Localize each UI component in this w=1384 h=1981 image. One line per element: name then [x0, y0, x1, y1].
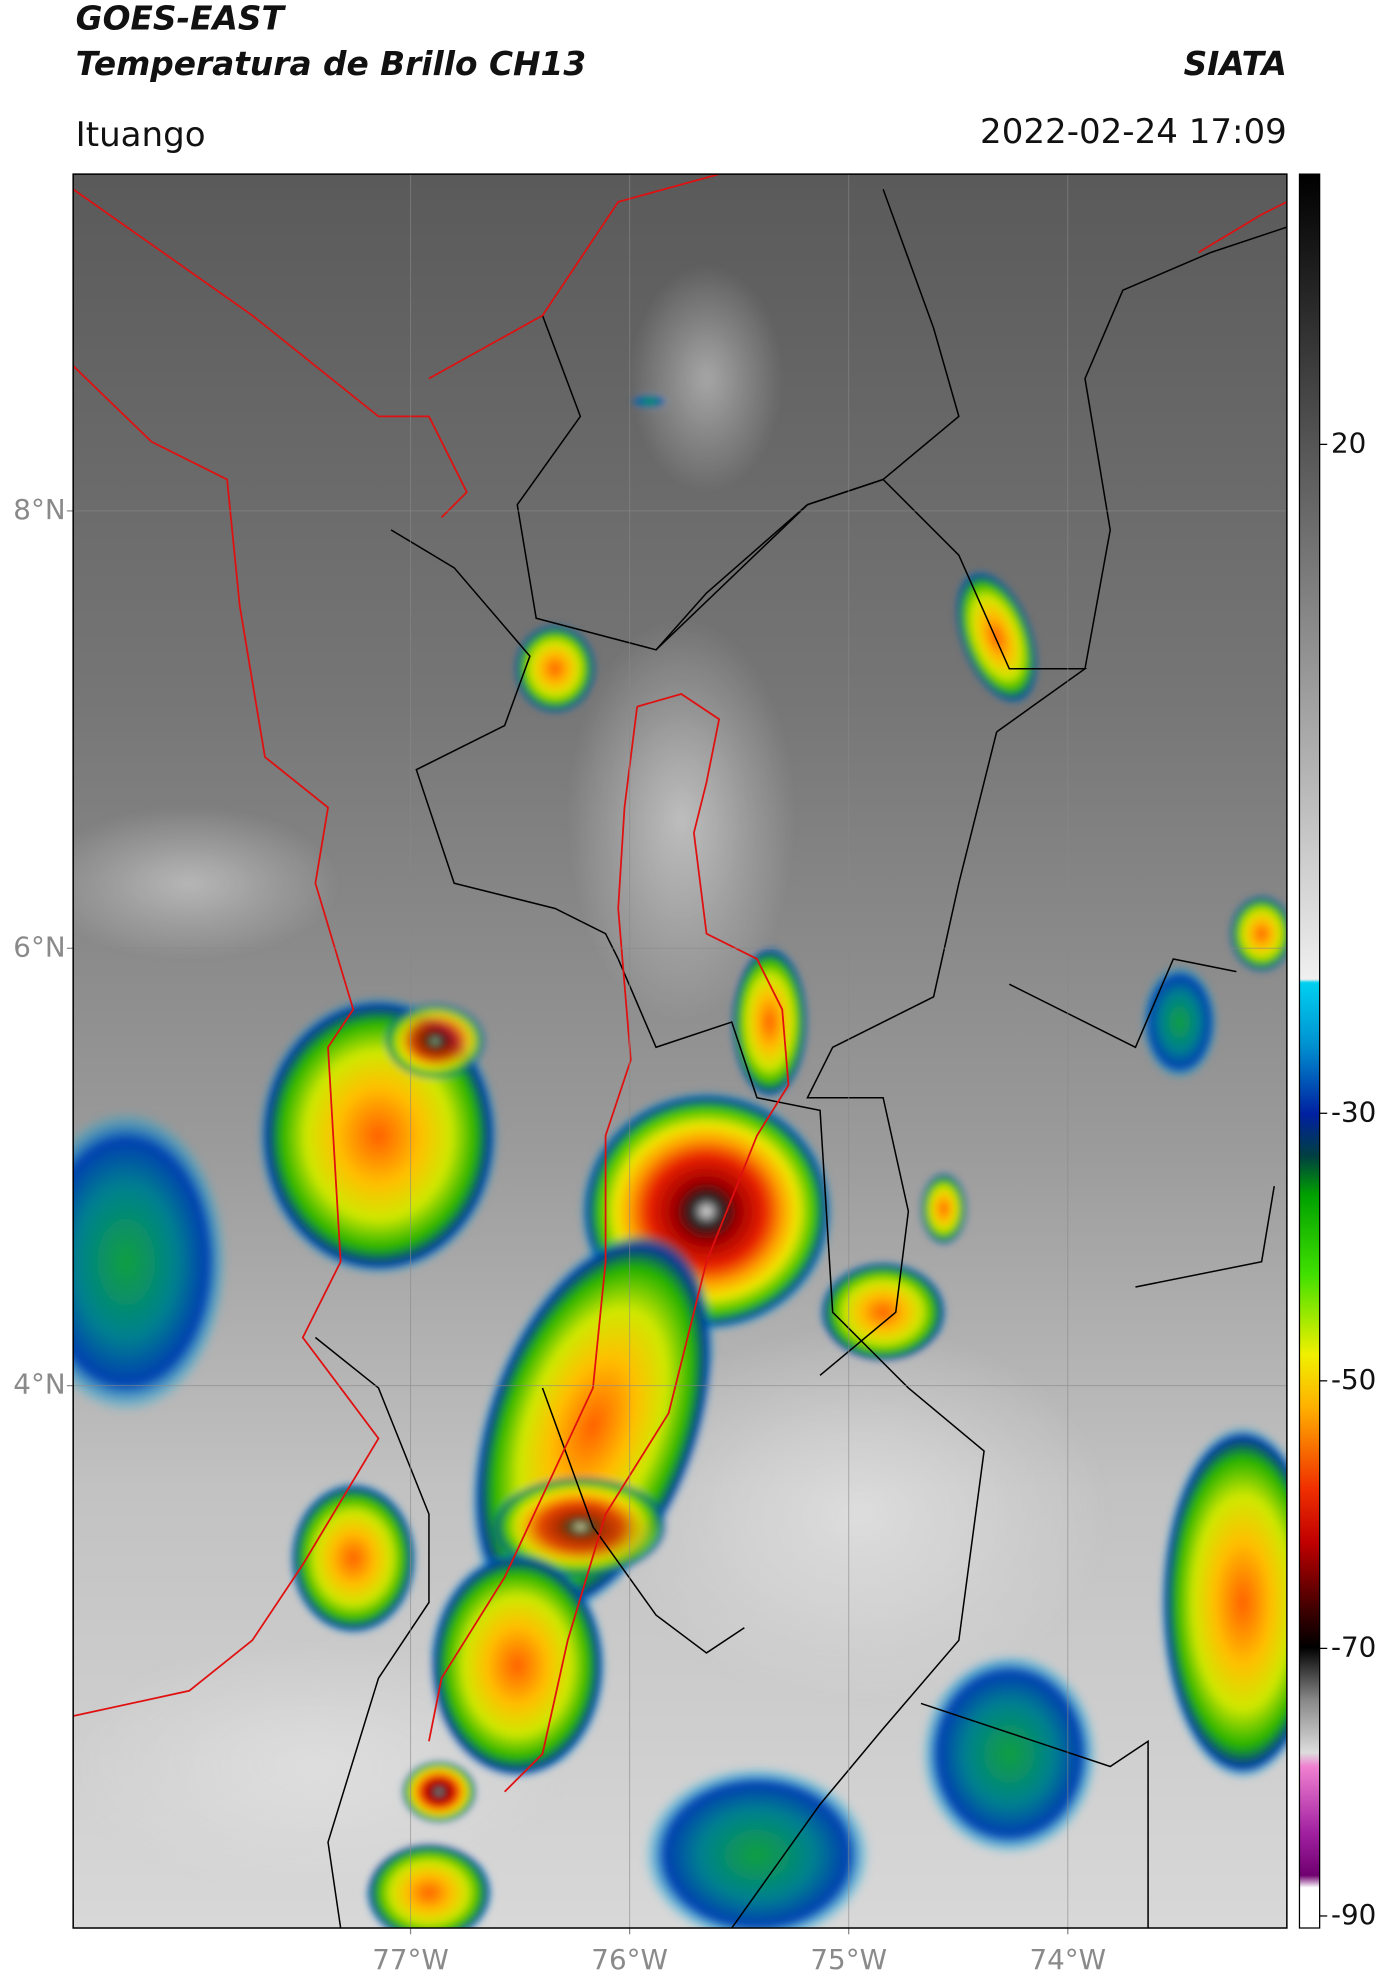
colorbar-label: -30	[1331, 1095, 1376, 1128]
lon-label: 75°W	[810, 1943, 887, 1976]
admin-borders	[314, 189, 1287, 1929]
lat-label: 6°N	[13, 930, 65, 963]
lon-label: 77°W	[372, 1943, 449, 1976]
plot-frame	[72, 173, 1288, 1929]
lon-label: 76°W	[591, 1943, 668, 1976]
colorbar-label: -70	[1331, 1630, 1376, 1663]
colorbar-label: 20	[1331, 426, 1366, 459]
source: SIATA	[1184, 45, 1287, 83]
title: GOES-EAST	[76, 0, 287, 38]
graticule: 8°N 6°N 4°N 77°W 76°W 75°W 74°W	[13, 174, 1287, 1976]
subtitle: Temperatura de Brillo CH13	[76, 45, 586, 83]
colorbar-label: -90	[1331, 1898, 1376, 1931]
lat-label: 4°N	[13, 1368, 65, 1401]
satellite-image	[73, 174, 1287, 1929]
national-borders	[73, 174, 1287, 1793]
colorbar	[1298, 173, 1321, 1929]
lon-label: 74°W	[1029, 1943, 1106, 1976]
datetime: 2022-02-24 17:09	[980, 112, 1287, 152]
lat-label: 8°N	[13, 493, 65, 526]
location: Ituango	[76, 115, 206, 155]
colorbar-label: -50	[1331, 1363, 1376, 1396]
